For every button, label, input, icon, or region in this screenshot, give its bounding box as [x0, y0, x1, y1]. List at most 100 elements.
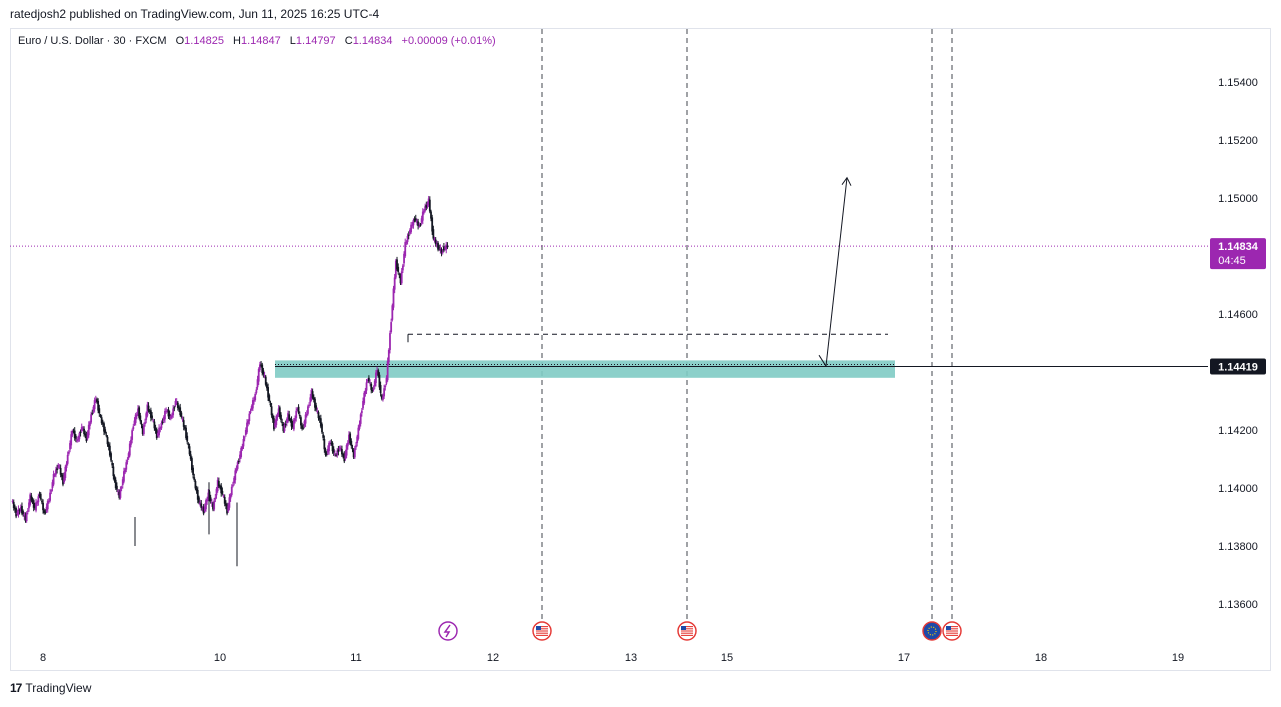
candle-body [393, 277, 396, 290]
candle-body [285, 419, 288, 423]
candle-body [317, 412, 320, 419]
publish-info: ratedjosh2 published on TradingView.com,… [10, 7, 380, 21]
candle-body [100, 417, 103, 424]
projection-arrow[interactable] [825, 177, 848, 367]
candle-body [64, 466, 67, 478]
marked-level-tag[interactable] [1210, 358, 1266, 375]
candle-body [232, 485, 234, 487]
candle-body [268, 395, 271, 401]
candle-body [160, 423, 163, 429]
tradingview-logo-icon[interactable]: 17 [10, 681, 22, 695]
y-tick-label: 1.13600 [1218, 599, 1258, 611]
candle-body [33, 505, 36, 509]
candle-body [79, 432, 82, 434]
candle-body [40, 501, 43, 503]
candle-body [101, 423, 104, 425]
candle-body [434, 239, 437, 245]
candle-body [246, 422, 248, 433]
candle-body [124, 469, 127, 473]
candle-body [207, 492, 210, 500]
bar-countdown: 04:45 [1218, 255, 1246, 267]
candle-body [110, 453, 112, 461]
candle-body [106, 436, 109, 445]
y-tick-label: 1.15200 [1218, 135, 1258, 147]
candle-body [248, 413, 251, 422]
candle-body [366, 380, 369, 382]
candle-body [420, 218, 423, 223]
candle-body [212, 503, 214, 510]
x-tick-label: 10 [214, 652, 226, 664]
candle-body [89, 422, 91, 426]
candle-body [363, 392, 366, 404]
candle-body [176, 402, 179, 408]
candle-body [16, 512, 19, 515]
flash-icon[interactable] [438, 621, 458, 641]
candle-body [271, 415, 274, 420]
candle-body [335, 454, 337, 456]
candle-body [82, 427, 84, 430]
candle-body [332, 448, 335, 453]
eu-flag-icon[interactable] [922, 621, 942, 641]
candle-body [45, 506, 48, 511]
candle-body [186, 435, 189, 442]
symbol-label[interactable]: Euro / U.S. Dollar · 30 · FXCM [18, 35, 167, 47]
candle-body [379, 385, 382, 394]
candle-body [73, 430, 76, 439]
candle-body [234, 470, 237, 481]
candle-body [199, 502, 202, 505]
candle-body [382, 396, 384, 400]
candle-body [305, 413, 308, 416]
candle-body [333, 453, 336, 455]
projection-arrowhead [841, 176, 852, 186]
candle-body [403, 253, 405, 264]
candle-body [380, 395, 383, 399]
candle-body [440, 249, 443, 253]
candle-body [397, 266, 400, 272]
candle-body [63, 475, 66, 483]
candle-body [263, 375, 266, 377]
candle-body [281, 422, 284, 424]
candle-body [314, 398, 316, 408]
candle-body [331, 442, 334, 452]
candle-body [15, 508, 18, 517]
candle-body [405, 241, 408, 244]
candle-body [103, 423, 105, 432]
x-tick-label: 15 [721, 652, 733, 664]
candle-body [330, 442, 333, 445]
candle-body [276, 415, 279, 418]
last-price-tag[interactable] [1210, 238, 1266, 270]
candle-body [364, 390, 367, 395]
candle-body [104, 429, 107, 433]
candle-body [275, 416, 278, 426]
candle-body [295, 410, 298, 419]
candle-body [50, 490, 53, 492]
candle-body [291, 424, 294, 428]
candle-body [44, 511, 47, 513]
candle-body [165, 410, 168, 413]
candle-body [57, 464, 60, 468]
candle-body [419, 224, 422, 226]
candle-body [410, 224, 412, 233]
candle-body [351, 448, 354, 450]
candle-body [254, 394, 257, 400]
candle-body [355, 445, 357, 448]
brand-name[interactable]: TradingView [25, 681, 92, 695]
candle-body [114, 479, 117, 489]
candle-body [84, 434, 87, 436]
candle-body [250, 406, 253, 410]
candle-body [346, 442, 349, 447]
candle-body [431, 217, 434, 232]
candle-body [424, 206, 427, 211]
chart-frame [10, 28, 1271, 671]
candle-body [356, 436, 359, 444]
candle-body [53, 474, 56, 476]
candle-body [267, 387, 269, 398]
candle-body [371, 389, 374, 392]
candle-body [247, 421, 250, 424]
demand-zone[interactable] [275, 360, 895, 378]
candle-body [377, 370, 380, 376]
candle-body [217, 481, 220, 487]
candle-body [283, 425, 286, 432]
candle-body [310, 389, 313, 400]
